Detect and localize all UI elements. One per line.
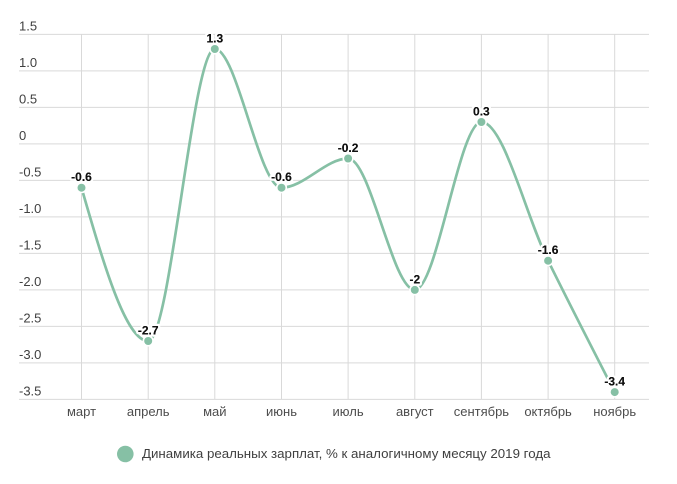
svg-text:-1.6: -1.6 (538, 243, 559, 257)
svg-text:-0.6: -0.6 (71, 170, 92, 184)
svg-text:-2.0: -2.0 (19, 274, 41, 289)
svg-text:-0.5: -0.5 (19, 164, 41, 179)
svg-text:март: март (67, 404, 96, 419)
svg-text:-2.7: -2.7 (138, 324, 159, 338)
svg-text:август: август (396, 404, 434, 419)
svg-text:-1.6: -1.6 (538, 243, 559, 257)
svg-text:1.5: 1.5 (19, 18, 37, 33)
svg-text:-3.4: -3.4 (604, 375, 625, 389)
svg-text:-0.6: -0.6 (271, 170, 292, 184)
svg-text:-0.2: -0.2 (338, 141, 359, 155)
svg-text:0.3: 0.3 (473, 105, 490, 119)
svg-text:-2.5: -2.5 (19, 310, 41, 325)
svg-text:-2: -2 (409, 272, 420, 286)
svg-text:июнь: июнь (266, 404, 297, 419)
svg-text:1.3: 1.3 (206, 32, 223, 46)
svg-text:ноябрь: ноябрь (593, 404, 636, 419)
svg-text:0: 0 (19, 128, 26, 143)
svg-text:1.3: 1.3 (206, 32, 223, 46)
svg-text:июль: июль (333, 404, 364, 419)
svg-text:-2.7: -2.7 (138, 324, 159, 338)
svg-text:-1.5: -1.5 (19, 237, 41, 252)
svg-text:май: май (203, 404, 226, 419)
svg-text:-0.2: -0.2 (338, 141, 359, 155)
svg-text:-3.5: -3.5 (19, 383, 41, 398)
svg-text:-1.0: -1.0 (19, 201, 41, 216)
svg-text:-2: -2 (409, 272, 420, 286)
svg-text:-0.6: -0.6 (71, 170, 92, 184)
svg-text:Динамика реальных зарплат, % к: Динамика реальных зарплат, % к аналогичн… (142, 446, 551, 461)
svg-text:1.0: 1.0 (19, 55, 37, 70)
svg-text:сентябрь: сентябрь (454, 404, 510, 419)
svg-text:-0.6: -0.6 (271, 170, 292, 184)
svg-text:октябрь: октябрь (524, 404, 572, 419)
svg-text:апрель: апрель (127, 404, 170, 419)
svg-text:-3.4: -3.4 (604, 375, 625, 389)
svg-text:0.3: 0.3 (473, 105, 490, 119)
svg-text:0.5: 0.5 (19, 91, 37, 106)
svg-text:-3.0: -3.0 (19, 347, 41, 362)
